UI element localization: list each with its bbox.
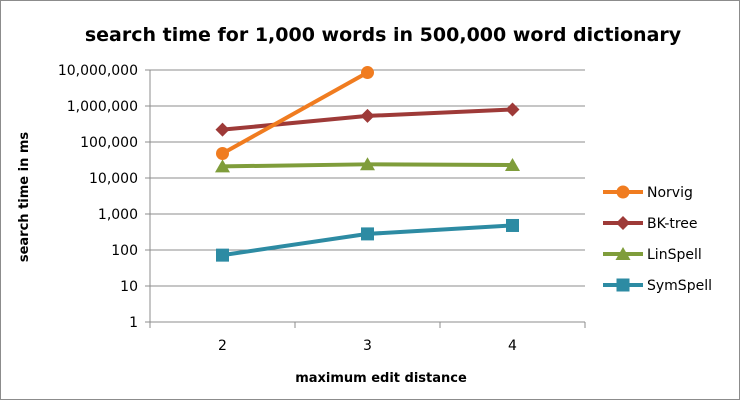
y-tick-label: 10,000,000 <box>58 63 138 79</box>
y-tick-label: 1,000,000 <box>67 99 138 115</box>
y-tick-label: 100 <box>111 243 138 259</box>
y-axis-title: search time in ms <box>17 132 32 263</box>
data-point-circle <box>616 185 630 199</box>
legend-label: LinSpell <box>647 247 702 263</box>
x-axis: 2 3 4 <box>149 70 586 354</box>
legend-item: BK-tree <box>603 216 698 232</box>
series-group <box>215 66 520 262</box>
legend-item: LinSpell <box>603 247 702 263</box>
data-point-triangle <box>505 157 520 171</box>
data-point-square <box>616 278 630 292</box>
y-tick-label: 1,000 <box>98 207 138 223</box>
data-point-circle <box>216 146 229 160</box>
data-point-diamond <box>505 102 520 117</box>
data-point-diamond <box>616 216 630 230</box>
legend-label: Norvig <box>647 185 693 201</box>
data-point-triangle <box>360 157 375 171</box>
x-tick-label: 4 <box>508 338 517 354</box>
x-axis-title: maximum edit distance <box>295 371 467 386</box>
gridlines <box>145 69 585 323</box>
data-point-diamond <box>215 122 230 137</box>
legend: Norvig BK-tree LinSpell SymSpell <box>603 185 712 294</box>
series-line <box>221 70 369 156</box>
series-linspell <box>215 157 520 173</box>
legend-item: Norvig <box>603 185 693 201</box>
data-point-diamond <box>360 108 375 123</box>
data-point-square <box>506 218 519 232</box>
data-point-circle <box>361 66 374 80</box>
y-tick-label: 10 <box>120 279 138 295</box>
y-tick-labels: 1 10 100 1,000 10,000 100,000 1,000,000 10,000,… <box>58 63 138 331</box>
y-tick-label: 10,000 <box>89 171 138 187</box>
x-tick-label: 2 <box>218 338 227 354</box>
data-point-square <box>361 227 374 241</box>
series-norvig <box>216 66 374 160</box>
legend-item: SymSpell <box>603 278 712 294</box>
x-tick-label: 3 <box>363 338 372 354</box>
data-point-square <box>216 248 229 262</box>
chart-title: search time for 1,000 words in 500,000 w… <box>85 24 682 46</box>
legend-label: SymSpell <box>647 278 712 294</box>
y-tick-label: 1 <box>129 315 138 331</box>
data-point-triangle <box>615 247 631 260</box>
series-symspell <box>216 218 519 262</box>
data-point-triangle <box>215 159 230 173</box>
y-tick-label: 100,000 <box>80 135 138 151</box>
legend-label: BK-tree <box>647 216 698 232</box>
